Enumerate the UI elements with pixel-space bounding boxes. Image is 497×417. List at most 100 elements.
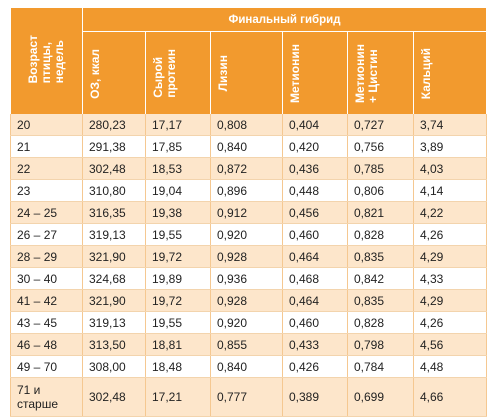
table-cell: 4,66 — [412, 377, 488, 417]
table-cell: 0,727 — [347, 114, 414, 136]
table-cell: 0,896 — [210, 179, 283, 202]
cell-text: 0,872 — [217, 161, 248, 176]
cell-text: 0,835 — [354, 249, 385, 264]
header-label: ОЗ, ккал — [88, 48, 102, 99]
cell-text: 41 – 42 — [17, 293, 58, 308]
table-cell: 30 – 40 — [10, 267, 83, 290]
cell-text: 19,72 — [152, 293, 183, 308]
cell-text: 21 — [17, 139, 31, 154]
cell-text: 71 и старше — [17, 383, 59, 411]
table-cell: 0,872 — [210, 157, 283, 180]
cell-text: 0,840 — [217, 359, 248, 374]
column-header: Метионин — [282, 31, 348, 114]
cell-text: 0,460 — [289, 315, 320, 330]
cell-text: 0,928 — [217, 293, 248, 308]
table-cell: 0,436 — [282, 157, 348, 180]
table-cell: 0,920 — [210, 223, 283, 246]
table-row: 71 и старше 302,48 17,21 0,777 0,389 0,699 4,6… — [10, 377, 488, 417]
header-label: Кальций — [419, 48, 433, 99]
cell-text: 4,56 — [420, 337, 444, 352]
table-cell: 17,21 — [145, 377, 211, 417]
table-cell: 0,806 — [347, 179, 414, 202]
cell-text: 0,777 — [217, 390, 248, 404]
table-cell: 0,808 — [210, 114, 283, 136]
table-cell: 20 — [10, 114, 83, 136]
table-cell: 0,840 — [210, 135, 283, 158]
cell-text: 0,448 — [289, 183, 320, 198]
cell-text: 19,38 — [152, 205, 183, 220]
cell-text: 319,13 — [89, 227, 126, 242]
table-cell: 0,855 — [210, 333, 283, 356]
cell-text: 43 – 45 — [17, 315, 58, 330]
cell-text: 20 — [17, 117, 31, 132]
table-cell: 0,699 — [347, 377, 414, 417]
cell-text: 313,50 — [89, 337, 126, 352]
table-cell: 0,828 — [347, 311, 414, 334]
cell-text: 0,784 — [354, 359, 385, 374]
cell-text: 0,798 — [354, 337, 385, 352]
table-row: 21 291,38 17,85 0,840 0,420 0,756 3,89 — [10, 135, 488, 158]
cell-text: 0,389 — [289, 390, 320, 404]
table-cell: 319,13 — [82, 223, 146, 246]
table-cell: 19,04 — [145, 179, 211, 202]
cell-text: 18,53 — [152, 161, 183, 176]
cell-text: 0,699 — [354, 390, 385, 404]
feed-table: Возраст птицы, недель Финальный гибрид ОЗ, к… — [10, 8, 488, 417]
cell-text: 0,806 — [354, 183, 385, 198]
cell-text: 19,04 — [152, 183, 183, 198]
cell-text: 0,464 — [289, 293, 320, 308]
table-cell: 46 – 48 — [10, 333, 83, 356]
table-cell: 4,22 — [412, 201, 488, 224]
header-line: ОЗ, ккал — [88, 48, 102, 99]
table-cell: 28 – 29 — [10, 245, 83, 268]
table-row: 49 – 70 308,00 18,48 0,840 0,426 0,784 4,48 — [10, 355, 488, 378]
table-cell: 19,72 — [145, 289, 211, 312]
table-cell: 0,389 — [282, 377, 348, 417]
column-header: Лизин — [210, 31, 283, 114]
table-cell: 319,13 — [82, 311, 146, 334]
table-cell: 280,23 — [82, 114, 146, 136]
cell-text: 4,14 — [420, 183, 444, 198]
cell-text: 0,835 — [354, 293, 385, 308]
table-cell: 71 и старше — [10, 377, 83, 417]
table-cell: 4,33 — [412, 267, 488, 290]
table-row: 24 – 25 316,35 19,38 0,912 0,456 0,821 4,22 — [10, 201, 488, 224]
cell-text: 49 – 70 — [17, 359, 58, 374]
table-row: 20 280,23 17,17 0,808 0,404 0,727 3,74 — [10, 114, 488, 136]
table-cell: 0,920 — [210, 311, 283, 334]
table-cell: 3,74 — [412, 114, 488, 136]
table-cell: 4,48 — [412, 355, 488, 378]
cell-text: 0,928 — [217, 249, 248, 264]
table-cell: 0,798 — [347, 333, 414, 356]
header-label: Лизин — [216, 55, 230, 91]
group-header: Финальный гибрид — [81, 8, 488, 32]
table-cell: 0,928 — [210, 245, 283, 268]
header-label: Метионин + Цистин — [353, 44, 380, 103]
cell-text: 19,72 — [152, 249, 183, 264]
table-cell: 19,55 — [145, 223, 211, 246]
table-row: 22 302,48 18,53 0,872 0,436 0,785 4,03 — [10, 157, 488, 180]
header-line: недель — [52, 40, 66, 84]
table-cell: 302,48 — [82, 377, 146, 417]
table-cell: 0,420 — [282, 135, 348, 158]
cell-text: 30 – 40 — [17, 271, 58, 286]
table-cell: 321,90 — [82, 245, 146, 268]
table-cell: 43 – 45 — [10, 311, 83, 334]
table-body: 20 280,23 17,17 0,808 0,404 0,727 3,74 21 291,38… — [10, 114, 488, 417]
table-cell: 0,460 — [282, 311, 348, 334]
table-cell: 0,835 — [347, 289, 414, 312]
table-cell: 49 – 70 — [10, 355, 83, 378]
cell-text: 17,17 — [152, 117, 183, 132]
header-line: + Цистин — [366, 49, 380, 103]
header-row: Возраст птицы, недель Финальный гибрид — [10, 8, 488, 114]
cell-text: 46 – 48 — [17, 337, 58, 352]
table-header: Возраст птицы, недель Финальный гибрид ОЗ, к… — [10, 8, 488, 114]
cell-text: 321,90 — [89, 249, 126, 264]
table-cell: 18,48 — [145, 355, 211, 378]
cell-text: 0,936 — [217, 271, 248, 286]
cell-text: 4,29 — [420, 249, 444, 264]
table-cell: 41 – 42 — [10, 289, 83, 312]
table-cell: 0,928 — [210, 289, 283, 312]
table-cell: 19,38 — [145, 201, 211, 224]
cell-text: 0,727 — [354, 117, 385, 132]
